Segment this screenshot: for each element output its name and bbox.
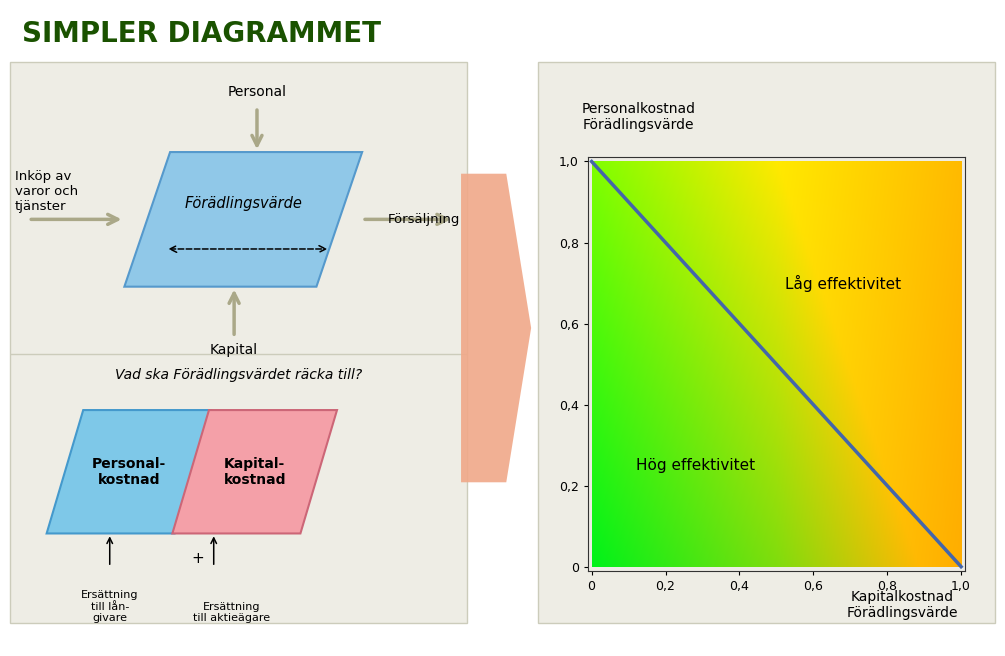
Text: Förädlingsvärde: Förädlingsvärde <box>184 195 303 211</box>
Text: Kapitalkostnad
Förädlingsvärde: Kapitalkostnad Förädlingsvärde <box>847 590 959 620</box>
FancyBboxPatch shape <box>538 62 995 623</box>
Polygon shape <box>461 174 531 482</box>
Text: Personal-
kostnad: Personal- kostnad <box>91 457 166 487</box>
Text: Personal: Personal <box>227 85 286 99</box>
Text: Låg effektivitet: Låg effektivitet <box>785 275 900 291</box>
Text: Kapital-
kostnad: Kapital- kostnad <box>223 457 286 487</box>
Text: Försäljning: Försäljning <box>388 213 460 226</box>
Text: SIMPLER DIAGRAMMET: SIMPLER DIAGRAMMET <box>22 20 381 48</box>
Text: Inköp av
varor och
tjänster: Inköp av varor och tjänster <box>15 170 77 213</box>
Text: Ersättning
till aktieägare: Ersättning till aktieägare <box>193 602 270 623</box>
Polygon shape <box>173 410 337 533</box>
Text: +: + <box>192 551 205 566</box>
Text: Kapital: Kapital <box>210 342 258 357</box>
Text: Hög effektivitet: Hög effektivitet <box>635 458 755 473</box>
Text: Personalkostnad
Förädlingsvärde: Personalkostnad Förädlingsvärde <box>581 102 695 132</box>
Polygon shape <box>125 152 362 287</box>
FancyBboxPatch shape <box>10 62 467 623</box>
Text: Vad ska Förädlingsvärdet räcka till?: Vad ska Förädlingsvärdet räcka till? <box>115 368 363 382</box>
Polygon shape <box>46 410 211 533</box>
Text: Ersättning
till lån-
givare: Ersättning till lån- givare <box>81 590 139 623</box>
